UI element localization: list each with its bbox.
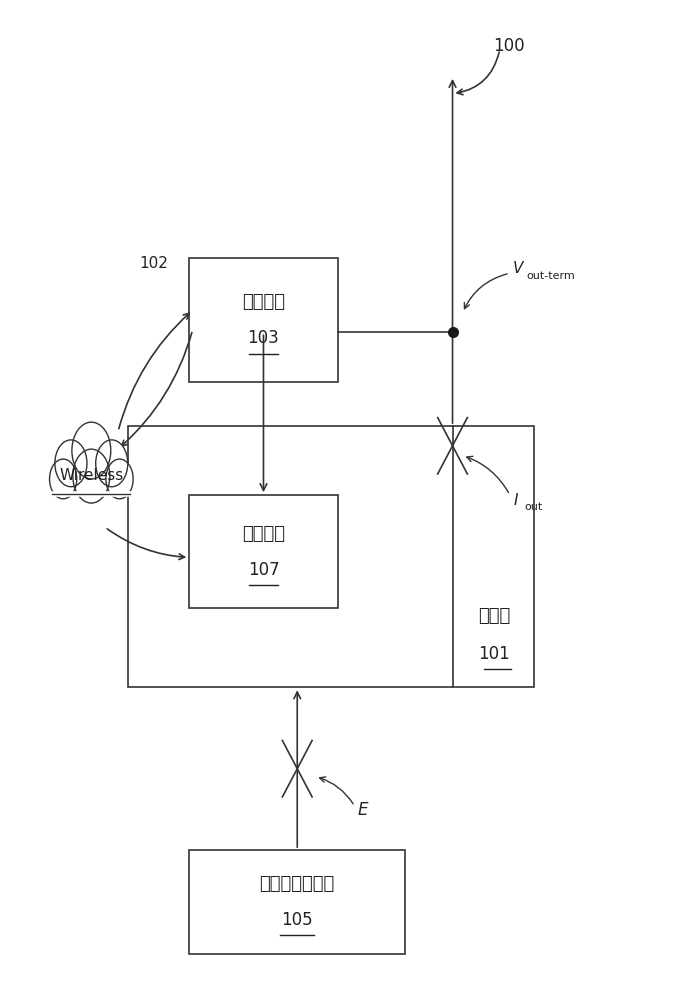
Text: 107: 107 <box>247 561 279 579</box>
Bar <box>128 426 533 687</box>
Text: 103: 103 <box>247 329 279 347</box>
Bar <box>189 258 338 382</box>
Text: out-term: out-term <box>527 271 575 281</box>
Bar <box>189 850 405 954</box>
Text: V: V <box>513 261 524 276</box>
Text: 变流器: 变流器 <box>477 607 510 625</box>
Text: 101: 101 <box>478 645 510 663</box>
Text: 判断单元: 判断单元 <box>242 293 285 311</box>
Circle shape <box>72 422 111 479</box>
Text: Wireless: Wireless <box>59 468 123 483</box>
Circle shape <box>55 440 87 487</box>
Text: 105: 105 <box>281 911 313 929</box>
Text: I: I <box>513 493 517 508</box>
Text: 控制单元: 控制单元 <box>242 525 285 543</box>
Text: 102: 102 <box>140 256 169 271</box>
Text: 100: 100 <box>493 37 524 55</box>
Text: E: E <box>358 801 369 819</box>
Text: 可再生能源系统: 可再生能源系统 <box>260 875 335 893</box>
Circle shape <box>73 449 110 503</box>
Circle shape <box>50 459 76 499</box>
Circle shape <box>106 459 133 499</box>
Circle shape <box>96 440 127 487</box>
Text: out: out <box>525 502 543 512</box>
Bar <box>189 495 338 608</box>
